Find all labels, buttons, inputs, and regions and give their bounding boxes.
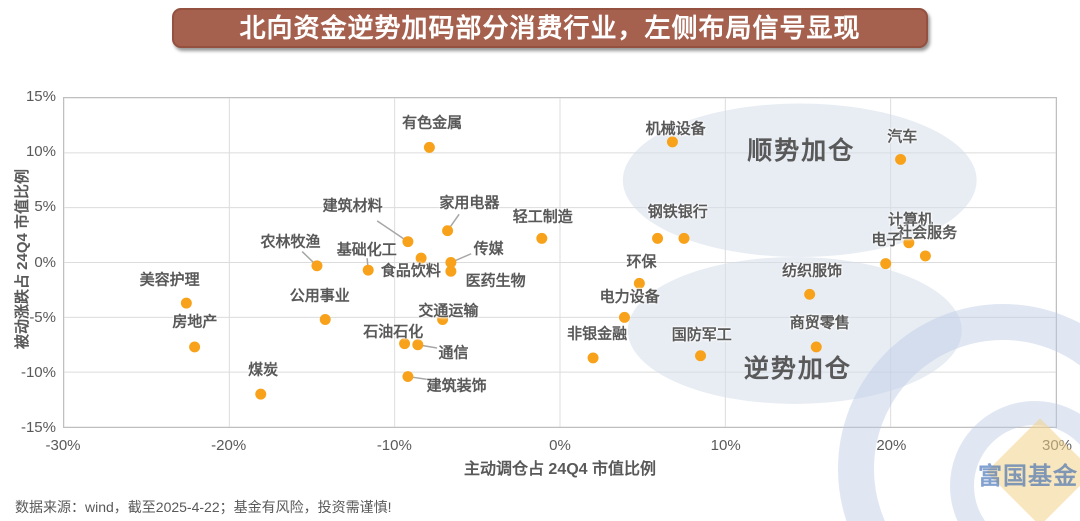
data-point-dot	[804, 288, 816, 300]
data-point-dot	[415, 252, 427, 264]
data-point-dot	[810, 341, 822, 353]
y-tick-label: -15%	[20, 419, 56, 436]
x-tick-label: 30%	[1041, 437, 1073, 454]
data-point-dot	[189, 341, 201, 353]
plot-area: 顺势加仓 逆势加仓 美容护理 房地产 煤炭 农林牧渔 公用事业 基础化工 建筑材料 食品饮料 有色金…	[63, 97, 1057, 428]
y-tick-label: -10%	[20, 363, 56, 381]
data-point-dot	[402, 236, 414, 248]
data-point-dot	[919, 250, 931, 262]
data-point-dot	[652, 232, 664, 244]
label-leader-line	[376, 220, 409, 243]
x-axis-title: 主动调仓占 24Q4 市值比例	[463, 461, 657, 478]
data-point-dot	[633, 277, 645, 289]
x-tick-label: -30%	[45, 437, 81, 454]
x-tick-label: 10%	[710, 437, 741, 454]
data-point-dot	[437, 314, 449, 325]
data-point-dot	[399, 338, 411, 350]
data-source-note: 数据来源：wind，截至2025-4-22；基金有风险，投资需谨慎!	[15, 499, 392, 515]
data-point-dot	[311, 260, 323, 272]
zone-ellipse	[627, 257, 962, 404]
x-axis-ticks: -30% -20% -10% 0% 10% 20% 30%	[45, 437, 1072, 457]
data-point-dot	[895, 153, 907, 165]
data-point-dot	[319, 314, 331, 325]
data-point-dot	[587, 352, 599, 364]
data-point-dot	[442, 225, 454, 237]
data-point-dot	[880, 258, 892, 270]
y-tick-label: 0%	[34, 253, 56, 271]
data-point-dot	[445, 257, 457, 268]
data-point-dot	[255, 388, 267, 400]
x-tick-label: -10%	[376, 437, 412, 454]
zone-ellipse	[622, 103, 977, 258]
data-point-dot	[423, 141, 435, 153]
data-point-dot	[402, 371, 414, 383]
data-point-dot	[536, 232, 548, 244]
data-point-dot	[678, 232, 690, 244]
y-tick-label: 5%	[34, 198, 56, 216]
data-point-dot	[903, 237, 915, 249]
y-tick-label: 15%	[25, 88, 56, 105]
data-point-dot	[666, 136, 678, 148]
x-tick-label: -20%	[211, 437, 247, 454]
page-title: 北向资金逆势加码部分消费行业，左侧布局信号显现	[172, 8, 928, 48]
y-axis-ticks: 15% 10% 5% 0% -5% -10% -15%	[0, 88, 56, 436]
x-tick-label: 0%	[549, 437, 571, 454]
x-tick-label: 20%	[876, 437, 907, 454]
y-tick-label: -5%	[29, 308, 56, 326]
data-point-dot	[180, 297, 192, 309]
data-point-dot	[618, 311, 630, 323]
scatter-plot-canvas	[64, 98, 1056, 427]
data-point-dot	[445, 265, 457, 277]
data-point-dot	[362, 264, 374, 276]
data-point-dot	[695, 350, 707, 362]
data-point-dot	[412, 339, 424, 351]
y-tick-label: 10%	[25, 143, 56, 161]
